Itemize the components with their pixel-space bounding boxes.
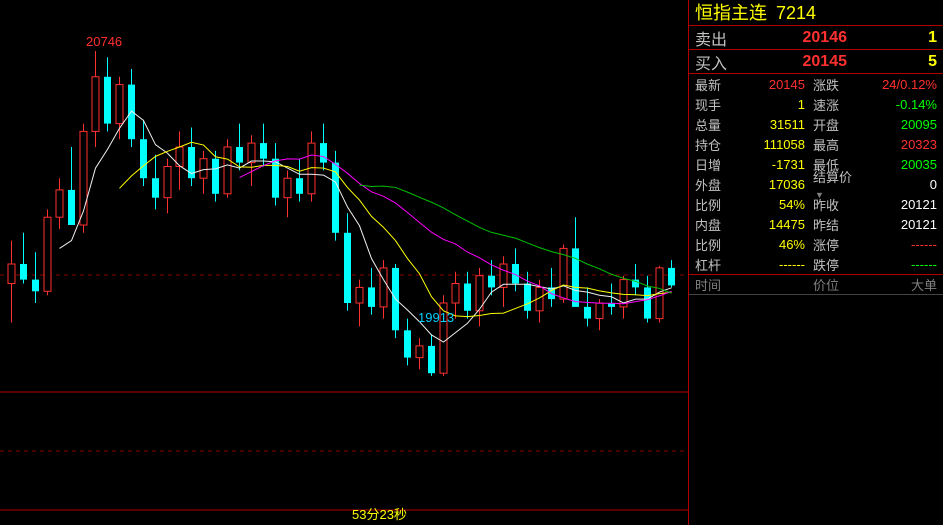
chart-area[interactable]: 20746 19913 53分23秒 bbox=[0, 0, 688, 525]
instrument-title: 恒指主连 7214 bbox=[689, 0, 943, 26]
th-vol: 大单 bbox=[887, 275, 937, 294]
quote-row: 持仓111058最高20323 bbox=[689, 134, 943, 154]
quote-data-grid: 最新20145涨跌24/0.12%现手1速涨-0.14%总量31511开盘200… bbox=[689, 74, 943, 275]
quote-row: 杠杆------跌停------ bbox=[689, 254, 943, 274]
ask-row: 卖出 20146 1 bbox=[689, 26, 943, 50]
trade-list-header: 时间 价位 大单 bbox=[689, 275, 943, 295]
quote-row: 最新20145涨跌24/0.12% bbox=[689, 74, 943, 94]
instrument-name: 恒指主连 bbox=[695, 3, 767, 23]
ask-qty: 1 bbox=[887, 29, 937, 47]
countdown-timer: 53分23秒 bbox=[352, 504, 407, 523]
quote-panel: 恒指主连 7214 卖出 20146 1 买入 20145 5 最新20145涨… bbox=[688, 0, 943, 525]
bid-label: 买入 bbox=[695, 50, 740, 74]
ask-price: 20146 bbox=[740, 29, 887, 47]
instrument-code: 7214 bbox=[776, 3, 816, 23]
th-price: 价位 bbox=[765, 275, 887, 294]
high-annotation: 20746 bbox=[86, 34, 122, 49]
bid-row: 买入 20145 5 bbox=[689, 50, 943, 74]
low-annotation: 19913 bbox=[418, 310, 454, 325]
candlestick-chart bbox=[0, 0, 688, 525]
th-time: 时间 bbox=[695, 275, 765, 294]
bid-qty: 5 bbox=[887, 53, 937, 71]
quote-row: 比例46%涨停------ bbox=[689, 234, 943, 254]
quote-row: 现手1速涨-0.14% bbox=[689, 94, 943, 114]
quote-row: 比例54%昨收20121 bbox=[689, 194, 943, 214]
quote-row: 总量31511开盘20095 bbox=[689, 114, 943, 134]
quote-row: 内盘14475昨结20121 bbox=[689, 214, 943, 234]
quote-row: 外盘17036结算价▼0 bbox=[689, 174, 943, 194]
bid-price: 20145 bbox=[740, 53, 887, 71]
ask-label: 卖出 bbox=[695, 26, 740, 50]
